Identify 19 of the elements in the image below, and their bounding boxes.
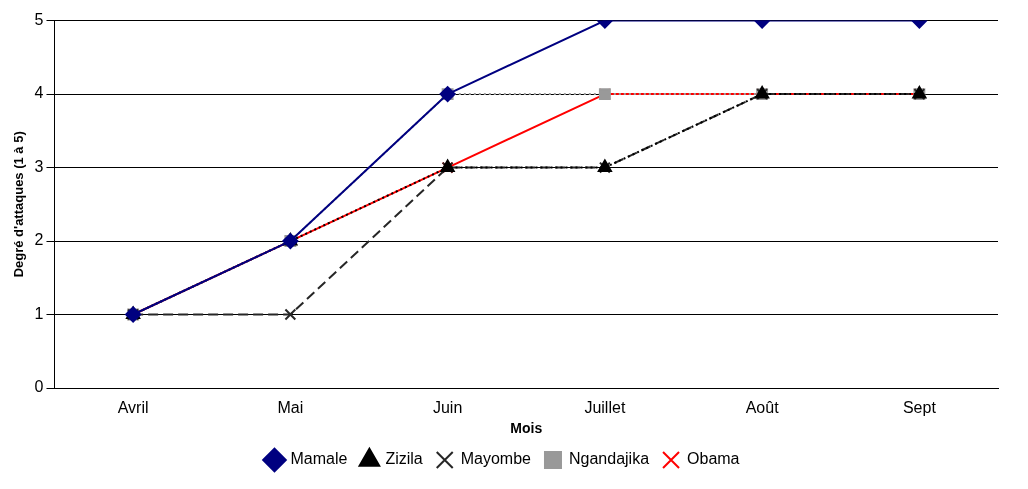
x-tick-label: Juillet [584,399,626,417]
y-tick-label: 1 [34,304,44,322]
legend-label: Ngandajika [568,450,650,468]
y-tick-label: 0 [34,378,44,396]
y-tick-label: 4 [34,84,44,102]
y-tick-label: 5 [34,11,44,29]
x-tick-label: Juin [432,399,463,417]
x-tick-label: Avril [117,399,149,417]
legend-label: Zizila [385,450,423,468]
y-axis-title: Degré d'attaques (1 à 5) [11,131,27,278]
x-axis-title: Mois [510,420,543,437]
y-tick-label: 3 [34,157,44,175]
legend-label: Obama [687,450,740,468]
x-tick-label: Août [745,399,780,417]
y-tick-label: 2 [34,231,44,249]
x-tick-label: Mai [277,399,304,417]
legend-label: Mayombe [460,450,532,468]
x-tick-label: Sept [902,399,937,417]
legend-label: Mamale [290,450,348,468]
